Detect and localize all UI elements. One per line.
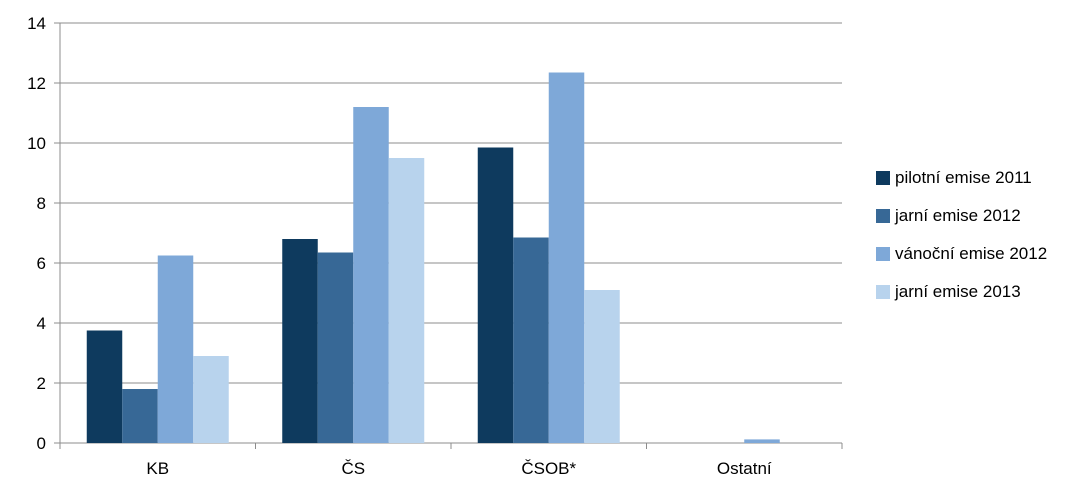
legend-item: jarní emise 2012 (876, 206, 1047, 226)
x-category-label: KB (146, 459, 169, 478)
y-tick-label: 2 (37, 374, 46, 393)
legend-swatch (876, 247, 890, 261)
legend-swatch (876, 209, 890, 223)
y-tick-label: 12 (27, 74, 46, 93)
legend-label: jarní emise 2012 (895, 206, 1021, 225)
legend-swatch (876, 171, 890, 185)
legend-label: jarní emise 2013 (895, 282, 1021, 301)
legend-swatch (876, 285, 890, 299)
y-tick-label: 8 (37, 194, 46, 213)
y-axis-tick-labels: 0 2 4 6 8 10 12 14 (27, 14, 46, 453)
y-tick-label: 6 (37, 254, 46, 273)
legend-label: vánoční emise 2012 (895, 244, 1048, 263)
bar-jarní-emise-2013-2 (584, 290, 620, 443)
y-tick-label: 0 (37, 434, 46, 453)
bar-vánoční-emise-2012-2 (548, 72, 585, 443)
bar-jarní-emise-2013-1 (388, 158, 425, 443)
x-category-label: ČS (341, 459, 365, 478)
y-tick-label: 10 (27, 134, 46, 153)
bar-vánoční-emise-2012-3 (744, 439, 780, 443)
bar-jarní-emise-2012-1 (317, 252, 354, 443)
legend: pilotní emise 2011 jarní emise 2012 vánočn… (876, 168, 1047, 320)
bar-jarní-emise-2012-2 (513, 237, 549, 443)
bar-pilotní-emise-2011-1 (282, 239, 318, 443)
x-category-label: Ostatní (717, 459, 772, 478)
bar-vánoční-emise-2012-0 (157, 255, 194, 443)
legend-item: jarní emise 2013 (876, 282, 1047, 302)
bar-vánoční-emise-2012-1 (353, 107, 389, 443)
y-tick-label: 4 (37, 314, 46, 333)
legend-label: pilotní emise 2011 (895, 168, 1032, 187)
bar-pilotní-emise-2011-2 (477, 147, 514, 443)
bar-pilotní-emise-2011-0 (86, 330, 123, 443)
bar-jarní-emise-2012-0 (122, 389, 158, 443)
bars (86, 72, 780, 443)
bar-jarní-emise-2013-0 (193, 356, 229, 443)
x-category-label: ČSOB* (521, 459, 576, 478)
x-axis-category-labels: KB ČS ČSOB* Ostatní (146, 459, 772, 478)
legend-item: pilotní emise 2011 (876, 168, 1047, 188)
legend-item: vánoční emise 2012 (876, 244, 1047, 264)
y-tick-label: 14 (27, 14, 46, 33)
